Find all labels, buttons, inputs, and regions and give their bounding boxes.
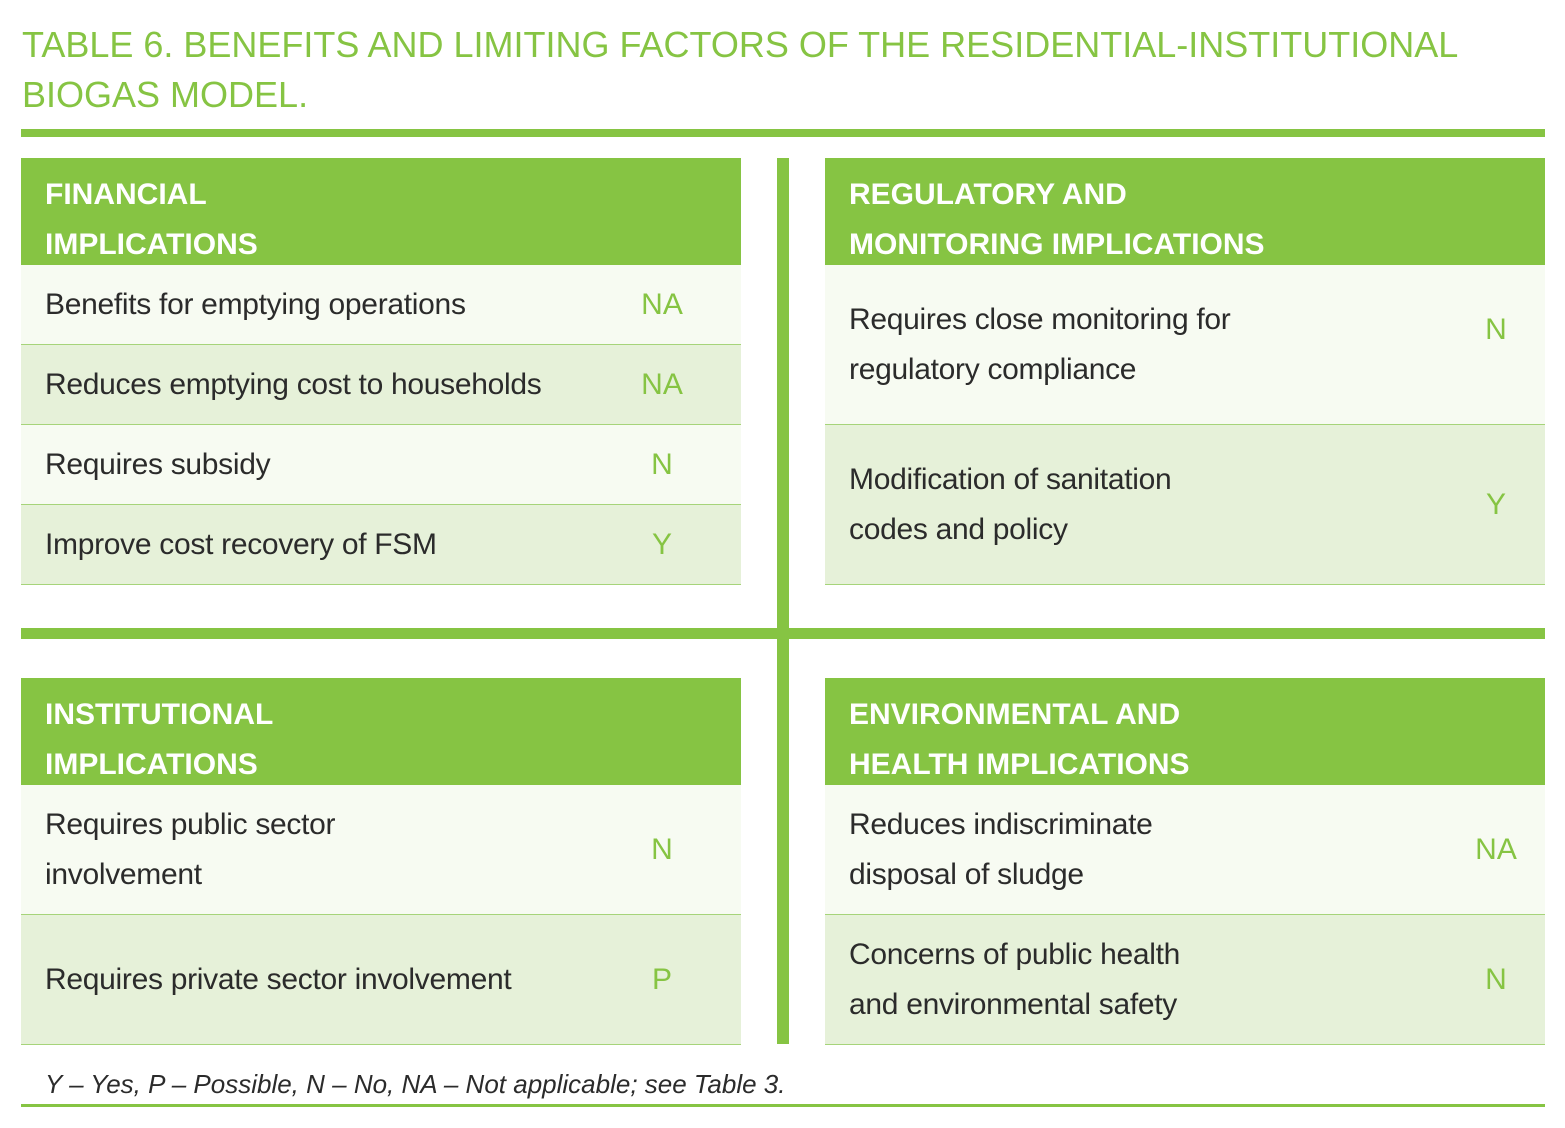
row-value: N [651, 447, 673, 481]
row-label-line-2: regulatory compliance [849, 352, 1137, 386]
row-label-line-1: Modification of sanitation [849, 462, 1172, 496]
institutional-header-line-2: IMPLICATIONS [45, 748, 258, 781]
row-value: NA [641, 367, 683, 401]
table-row: Reduces emptying cost to households NA [21, 345, 741, 425]
regulatory-header: REGULATORY AND MONITORING IMPLICATIONS [825, 158, 1545, 265]
title-line-1: TABLE 6. BENEFITS AND LIMITING FACTORS O… [22, 24, 1459, 65]
row-label: Modification of sanitation codes and pol… [825, 455, 1172, 555]
row-label-line-2: codes and policy [849, 512, 1068, 546]
financial-panel: FINANCIAL IMPLICATIONS Benefits for empt… [21, 158, 741, 585]
row-label: Benefits for emptying operations [45, 287, 466, 321]
financial-header: FINANCIAL IMPLICATIONS [21, 158, 741, 265]
table-row: Requires subsidy N [21, 425, 741, 505]
row-label-line-1: Requires public sector [45, 807, 336, 841]
table-row: Reduces indiscriminate disposal of sludg… [825, 785, 1545, 915]
table-title: TABLE 6. BENEFITS AND LIMITING FACTORS O… [22, 20, 1542, 120]
title-line-2: BIOGAS MODEL. [22, 74, 309, 115]
environmental-header-line-1: ENVIRONMENTAL AND [849, 698, 1181, 731]
row-value: P [651, 962, 672, 996]
row-label-line-2: involvement [45, 857, 202, 891]
table-row: Requires private sector involvement P [21, 915, 741, 1045]
financial-header-line-1: FINANCIAL [45, 178, 207, 211]
row-label: Reduces indiscriminate disposal of sludg… [825, 800, 1153, 900]
row-value: Y [651, 527, 672, 561]
institutional-header: INSTITUTIONAL IMPLICATIONS [21, 678, 741, 785]
row-label-line-2: disposal of sludge [849, 857, 1084, 891]
table-row: Requires close monitoring for regulatory… [825, 265, 1545, 425]
institutional-header-line-1: INSTITUTIONAL [45, 698, 274, 731]
table-row: Concerns of public health and environmen… [825, 915, 1545, 1045]
row-value: N [1485, 962, 1507, 996]
row-value: N [1485, 312, 1507, 346]
row-label-line-1: Concerns of public health [849, 937, 1181, 971]
row-label-line-1: Reduces indiscriminate [849, 807, 1153, 841]
vertical-divider [777, 158, 789, 1044]
environmental-header-line-2: HEALTH IMPLICATIONS [849, 748, 1190, 781]
top-rule [21, 129, 1545, 137]
row-label: Requires close monitoring for regulatory… [825, 295, 1231, 395]
row-value: N [651, 832, 673, 866]
row-label: Improve cost recovery of FSM [45, 527, 437, 561]
environmental-header: ENVIRONMENTAL AND HEALTH IMPLICATIONS [825, 678, 1545, 785]
institutional-panel: INSTITUTIONAL IMPLICATIONS Requires publ… [21, 678, 741, 1045]
table-row: Modification of sanitation codes and pol… [825, 425, 1545, 585]
row-label-line-2: and environmental safety [849, 987, 1178, 1021]
row-value: NA [1475, 832, 1517, 866]
regulatory-header-line-1: REGULATORY AND [849, 178, 1127, 211]
row-label: Reduces emptying cost to households [45, 367, 542, 401]
footnote: Y – Yes, P – Possible, N – No, NA – Not … [45, 1069, 786, 1099]
regulatory-panel: REGULATORY AND MONITORING IMPLICATIONS R… [825, 158, 1545, 585]
table-row: Benefits for emptying operations NA [21, 265, 741, 345]
row-label: Requires private sector involvement [45, 962, 512, 996]
row-value: Y [1485, 487, 1506, 521]
environmental-panel: ENVIRONMENTAL AND HEALTH IMPLICATIONS Re… [825, 678, 1545, 1045]
bottom-rule [21, 1104, 1545, 1107]
row-label: Concerns of public health and environmen… [825, 930, 1180, 1030]
row-label-line-1: Requires close monitoring for [849, 302, 1231, 336]
row-value: NA [641, 287, 683, 321]
table-row: Requires public sector involvement N [21, 785, 741, 915]
financial-header-line-2: IMPLICATIONS [45, 228, 258, 261]
row-label: Requires subsidy [45, 447, 271, 481]
regulatory-header-line-2: MONITORING IMPLICATIONS [849, 228, 1265, 261]
row-label: Requires public sector involvement [21, 800, 336, 900]
table-row: Improve cost recovery of FSM Y [21, 505, 741, 585]
